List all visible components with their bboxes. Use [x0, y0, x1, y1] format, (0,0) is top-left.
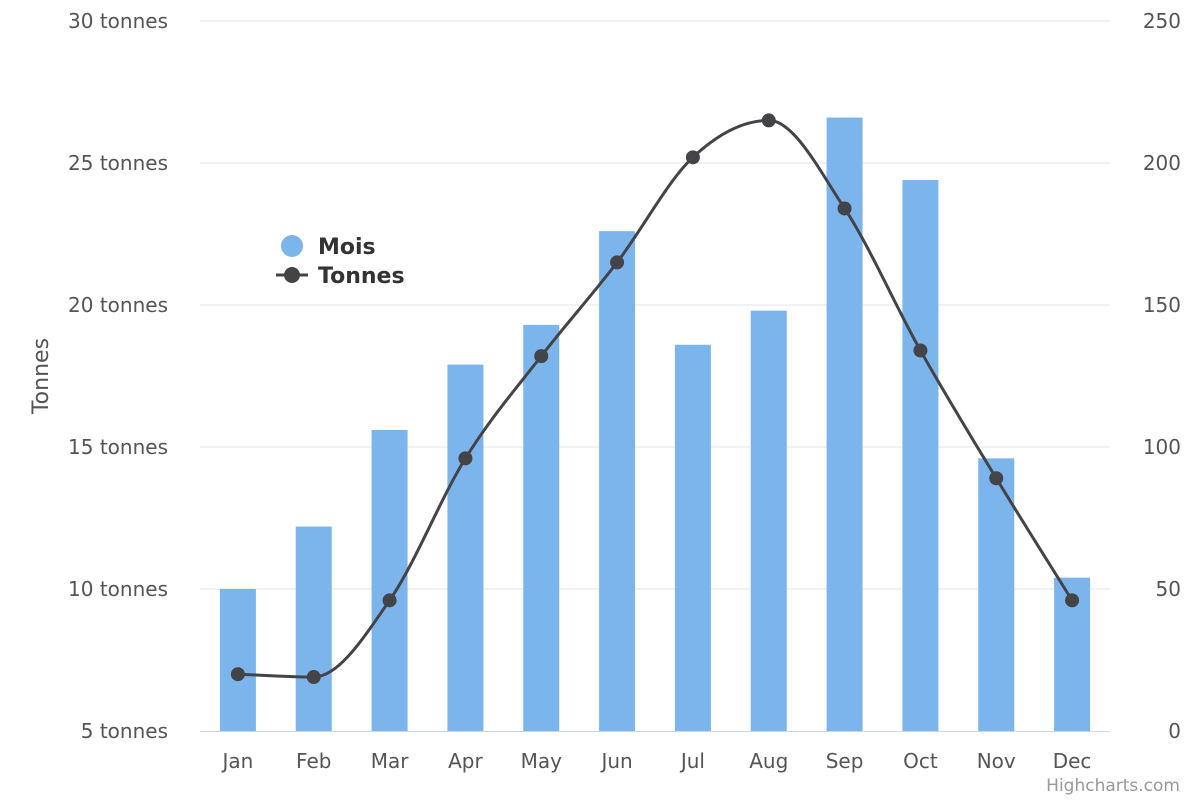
x-tick-label: Jan: [220, 749, 253, 773]
axes: 5 tonnes 10 tonnes 15 tonnes 20 tonnes 25 to…: [68, 9, 1181, 773]
y-right-tick-label: 50: [1156, 577, 1181, 601]
line-tonnes-point-jul[interactable]: [685, 150, 700, 165]
y-right-tick-label: 200: [1143, 151, 1181, 175]
x-tick-label: Oct: [903, 749, 938, 773]
y-right-tick-label: 150: [1143, 293, 1181, 317]
x-tick-label: Sep: [826, 749, 864, 773]
line-tonnes-point-feb[interactable]: [306, 670, 321, 685]
bar-mois-jun[interactable]: [599, 231, 636, 731]
y-right-tick-label: 100: [1143, 435, 1181, 459]
y-right-tick-label: 0: [1168, 719, 1181, 743]
bar-mois-feb[interactable]: [295, 526, 332, 731]
line-tonnes-point-sep[interactable]: [837, 201, 852, 216]
x-tick-label: Dec: [1053, 749, 1092, 773]
line-tonnes-point-dec[interactable]: [1065, 593, 1080, 608]
x-tick-label: Apr: [448, 749, 483, 773]
y-left-tick-label: 10 tonnes: [68, 577, 168, 601]
legend-item-mois[interactable]: Mois: [281, 235, 376, 260]
line-tonnes-point-oct[interactable]: [913, 343, 928, 358]
bar-mois-aug[interactable]: [750, 310, 787, 731]
bar-mois-may[interactable]: [523, 324, 560, 731]
y-left-tick-label: 5 tonnes: [81, 719, 168, 743]
line-tonnes-point-aug[interactable]: [761, 113, 776, 128]
x-tick-label: Jun: [599, 749, 632, 773]
x-tick-label: Aug: [749, 749, 788, 773]
line-tonnes-point-mar[interactable]: [382, 593, 397, 608]
x-tick-label: Mar: [371, 749, 410, 773]
bar-mois-jul[interactable]: [674, 344, 711, 731]
line-series-tonnes: [230, 113, 1080, 685]
bar-mois-apr[interactable]: [447, 364, 484, 731]
x-tick-label: Jul: [679, 749, 705, 773]
bar-series-mois: [219, 117, 1091, 732]
grid-lines: [200, 20, 1110, 590]
line-tonnes-point-nov[interactable]: [989, 471, 1004, 486]
line-tonnes-point-may[interactable]: [534, 349, 549, 364]
legend-symbol-mois: [281, 235, 303, 257]
legend-label-tonnes: Tonnes: [318, 264, 405, 289]
line-tonnes-point-apr[interactable]: [458, 451, 473, 466]
legend-label-mois: Mois: [318, 235, 376, 260]
x-tick-label: May: [521, 749, 563, 773]
line-tonnes-point-jan[interactable]: [230, 667, 245, 682]
credits-link[interactable]: Highcharts.com: [1046, 776, 1180, 796]
x-tick-label: Nov: [977, 749, 1016, 773]
bar-mois-oct[interactable]: [902, 180, 939, 732]
legend-symbol-marker-tonnes: [284, 267, 300, 283]
y-left-tick-label: 30 tonnes: [68, 9, 168, 33]
bar-mois-jan[interactable]: [219, 589, 256, 731]
y-left-tick-label: 20 tonnes: [68, 293, 168, 317]
x-tick-label: Feb: [296, 749, 331, 773]
y-left-tick-label: 15 tonnes: [68, 435, 168, 459]
legend-item-tonnes[interactable]: Tonnes: [276, 264, 405, 289]
bar-mois-nov[interactable]: [978, 458, 1015, 731]
legend: Mois Tonnes: [276, 235, 405, 289]
y-right-tick-label: 250: [1143, 9, 1181, 33]
line-tonnes-point-jun[interactable]: [610, 255, 625, 270]
y-left-tick-label: 25 tonnes: [68, 151, 168, 175]
y-axis-title: Tonnes: [29, 338, 54, 415]
line-tonnes-path: [237, 118, 1074, 679]
bar-mois-sep[interactable]: [826, 117, 863, 731]
